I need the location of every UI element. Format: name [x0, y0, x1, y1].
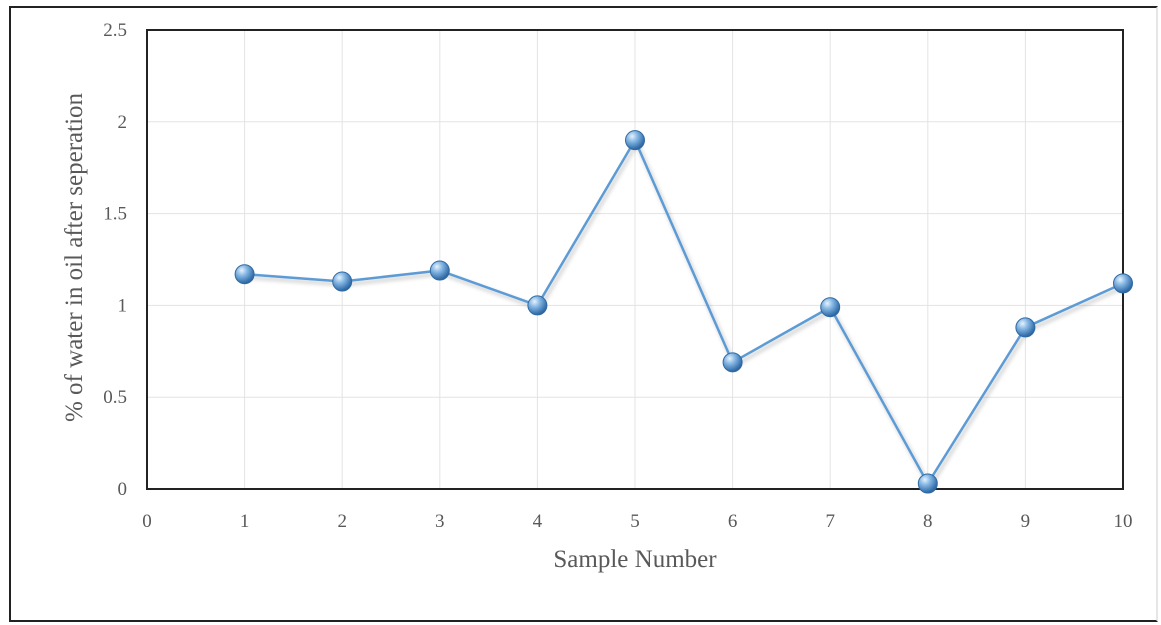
y-tick-label: 2.5 — [103, 20, 127, 41]
x-tick-label: 9 — [1021, 511, 1031, 532]
plot-area-border — [146, 29, 1124, 490]
x-tick-label: 8 — [923, 511, 933, 532]
y-tick-label: 0.5 — [103, 387, 127, 408]
x-tick-label: 7 — [825, 511, 835, 532]
x-tick-label: 3 — [435, 511, 445, 532]
x-tick-label: 4 — [533, 511, 543, 532]
series-line — [244, 138, 1124, 485]
y-axis-tick-labels: 0 0.5 1 1.5 2 2.5 — [103, 20, 127, 500]
data-point — [527, 295, 548, 316]
data-point — [917, 473, 938, 494]
gridlines — [146, 29, 1124, 490]
series-markers — [234, 130, 1133, 494]
y-axis-title: % of water in oil after seperation — [61, 92, 88, 422]
data-point — [625, 130, 645, 151]
data-point — [722, 352, 743, 373]
x-tick-label: 1 — [240, 511, 250, 532]
data-point — [429, 260, 450, 281]
x-tick-label: 6 — [728, 511, 738, 532]
y-tick-label: 1 — [118, 295, 128, 316]
y-tick-label: 2 — [118, 112, 128, 133]
series-line-group — [244, 138, 1124, 485]
data-point — [332, 271, 353, 292]
x-tick-label: 10 — [1114, 511, 1133, 532]
data-point — [234, 264, 255, 285]
x-tick-label: 2 — [337, 511, 347, 532]
chart-frame — [9, 6, 1158, 622]
x-axis-tick-labels: 0 1 2 3 4 5 6 7 8 9 10 — [142, 511, 1132, 532]
data-point — [1015, 317, 1036, 338]
y-tick-label: 1.5 — [103, 204, 127, 225]
y-tick-label: 0 — [118, 479, 128, 500]
x-tick-label: 0 — [142, 511, 152, 532]
data-point — [1113, 273, 1133, 294]
data-point — [820, 297, 841, 318]
x-axis-title: Sample Number — [553, 546, 717, 573]
x-tick-label: 5 — [630, 511, 640, 532]
